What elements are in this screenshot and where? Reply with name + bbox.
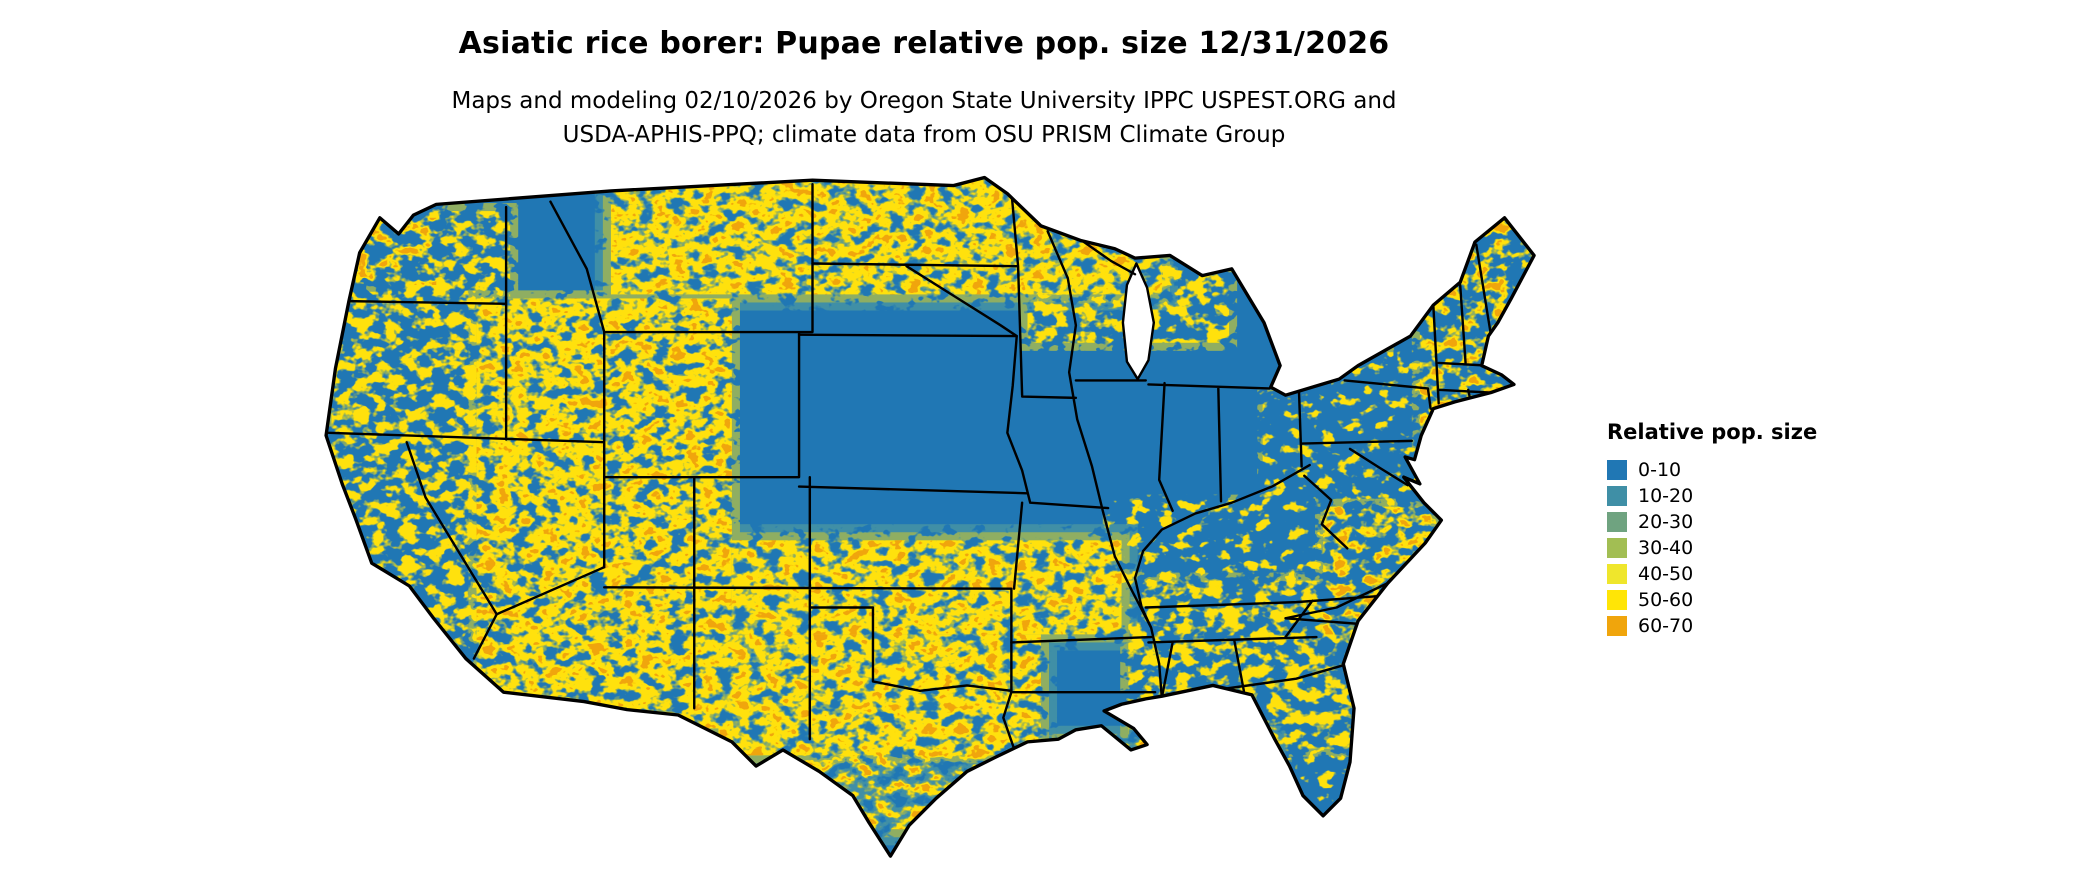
legend-label: 30-40 <box>1638 537 1694 559</box>
page-title: Asiatic rice borer: Pupae relative pop. … <box>458 26 1390 61</box>
state-borders-midwest <box>797 189 1311 750</box>
legend-label: 60-70 <box>1638 615 1694 637</box>
legend-label: 50-60 <box>1638 589 1694 611</box>
legend-swatch <box>1607 460 1627 480</box>
legend-item: 0-10 <box>1607 457 1817 483</box>
legend-label: 10-20 <box>1638 485 1694 507</box>
state-borders-west <box>327 183 1029 741</box>
legend-title: Relative pop. size <box>1607 420 1818 444</box>
legend-item: 40-50 <box>1607 561 1817 587</box>
subtitle: Maps and modeling 02/10/2026 by Oregon S… <box>0 84 1848 152</box>
legend-item: 30-40 <box>1607 535 1817 561</box>
state-borders-east <box>1144 243 1493 699</box>
mottle-region <box>331 291 477 648</box>
mottle-region <box>718 634 1041 756</box>
legend-swatch <box>1607 616 1627 636</box>
mottle-region <box>1323 506 1431 635</box>
mottle-region <box>1235 728 1350 836</box>
legend-item: 60-70 <box>1607 613 1817 639</box>
us-map <box>324 175 1536 858</box>
legend-label: 20-30 <box>1638 511 1694 533</box>
legend-swatch <box>1607 512 1627 532</box>
subtitle-line-1: Maps and modeling 02/10/2026 by Oregon S… <box>451 88 1397 114</box>
legend-swatch <box>1607 486 1627 506</box>
legend-label: 40-50 <box>1638 563 1694 585</box>
legend-item: 50-60 <box>1607 587 1817 613</box>
legend-label: 0-10 <box>1638 459 1682 481</box>
mottle-region <box>1108 500 1324 608</box>
mottle-region <box>355 217 437 285</box>
legend: Relative pop. size 0-10 10-20 20-30 30-4… <box>1607 420 1817 639</box>
legend-swatch <box>1607 564 1627 584</box>
legend-item: 20-30 <box>1607 509 1817 535</box>
lake-michigan <box>1121 262 1156 381</box>
legend-item: 10-20 <box>1607 483 1817 509</box>
legend-swatch <box>1607 538 1627 558</box>
subtitle-line-2: USDA-APHIS-PPQ; climate data from OSU PR… <box>562 122 1286 148</box>
mottle-region <box>610 180 1162 295</box>
legend-swatch <box>1607 590 1627 610</box>
